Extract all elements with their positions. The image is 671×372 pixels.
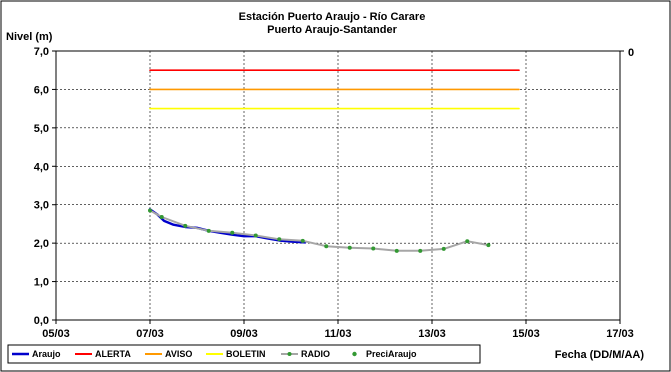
series-line-radio [149, 209, 490, 252]
data-point-radio [253, 233, 258, 238]
legend-label-radio: RADIO [301, 349, 330, 359]
x-tick-label: 17/03 [606, 328, 634, 340]
data-point-radio [324, 244, 329, 249]
data-point-radio [371, 246, 376, 251]
plot-area: 0,0 1,0 2,0 3,0 4,0 5,0 6,0 7,0 05/03 07/03 09/03 1… [34, 46, 634, 340]
data-point-radio [300, 238, 305, 243]
legend-marker-radio [287, 352, 292, 356]
y-tick-label: 7,0 [34, 46, 49, 58]
y-tick-label: 2,0 [34, 238, 49, 250]
legend-label-alerta: ALERTA [95, 349, 131, 359]
x-axis-label: Fecha (DD/M/AA) [555, 349, 645, 361]
data-point-radio [206, 228, 211, 233]
y-tick-label: 0,0 [34, 315, 49, 327]
chart-title: Estación Puerto Araujo - Río Carare [239, 11, 426, 23]
data-point-radio [465, 239, 470, 244]
x-tick-label: 07/03 [136, 328, 164, 340]
y-tick-label: 4,0 [34, 161, 49, 173]
x-tick-label: 15/03 [512, 328, 540, 340]
data-point-radio [159, 215, 164, 220]
data-point-radio [486, 243, 491, 248]
x-tick-label: 13/03 [418, 328, 446, 340]
data-point-radio [347, 245, 352, 250]
y-tick-label: 3,0 [34, 200, 49, 212]
y-tick-label: 1,0 [34, 277, 49, 289]
data-point-radio [230, 230, 235, 235]
legend-label-boletin: BOLETIN [226, 349, 266, 359]
data-point-radio [148, 208, 152, 213]
data-point-radio [441, 246, 446, 251]
x-tick-label: 09/03 [230, 328, 258, 340]
secondary-axis-tick: 0 [628, 47, 634, 59]
data-point-radio [394, 248, 399, 253]
legend-marker-preciaraujo [352, 351, 357, 357]
data-point-radio [277, 237, 282, 242]
x-tick-label: 05/03 [42, 328, 70, 340]
y-tick-label: 5,0 [34, 123, 49, 135]
data-point-radio [183, 223, 188, 228]
legend-label-preciaraujo: PreciAraujo [366, 349, 417, 359]
x-tick-label: 11/03 [325, 328, 352, 340]
legend: Araujo ALERTA AVISO BOLETIN RADIO PreciAraujo [7, 344, 481, 364]
chart-subtitle: Puerto Araujo-Santander [267, 24, 397, 36]
y-tick-label: 6,0 [34, 84, 49, 96]
series-line-araujo [148, 208, 307, 244]
data-point-radio [418, 248, 423, 253]
legend-label-aviso: AVISO [165, 349, 192, 359]
legend-box [7, 344, 481, 364]
legend-label-araujo: Araujo [32, 349, 61, 359]
y-axis-label: Nivel (m) [6, 31, 53, 43]
